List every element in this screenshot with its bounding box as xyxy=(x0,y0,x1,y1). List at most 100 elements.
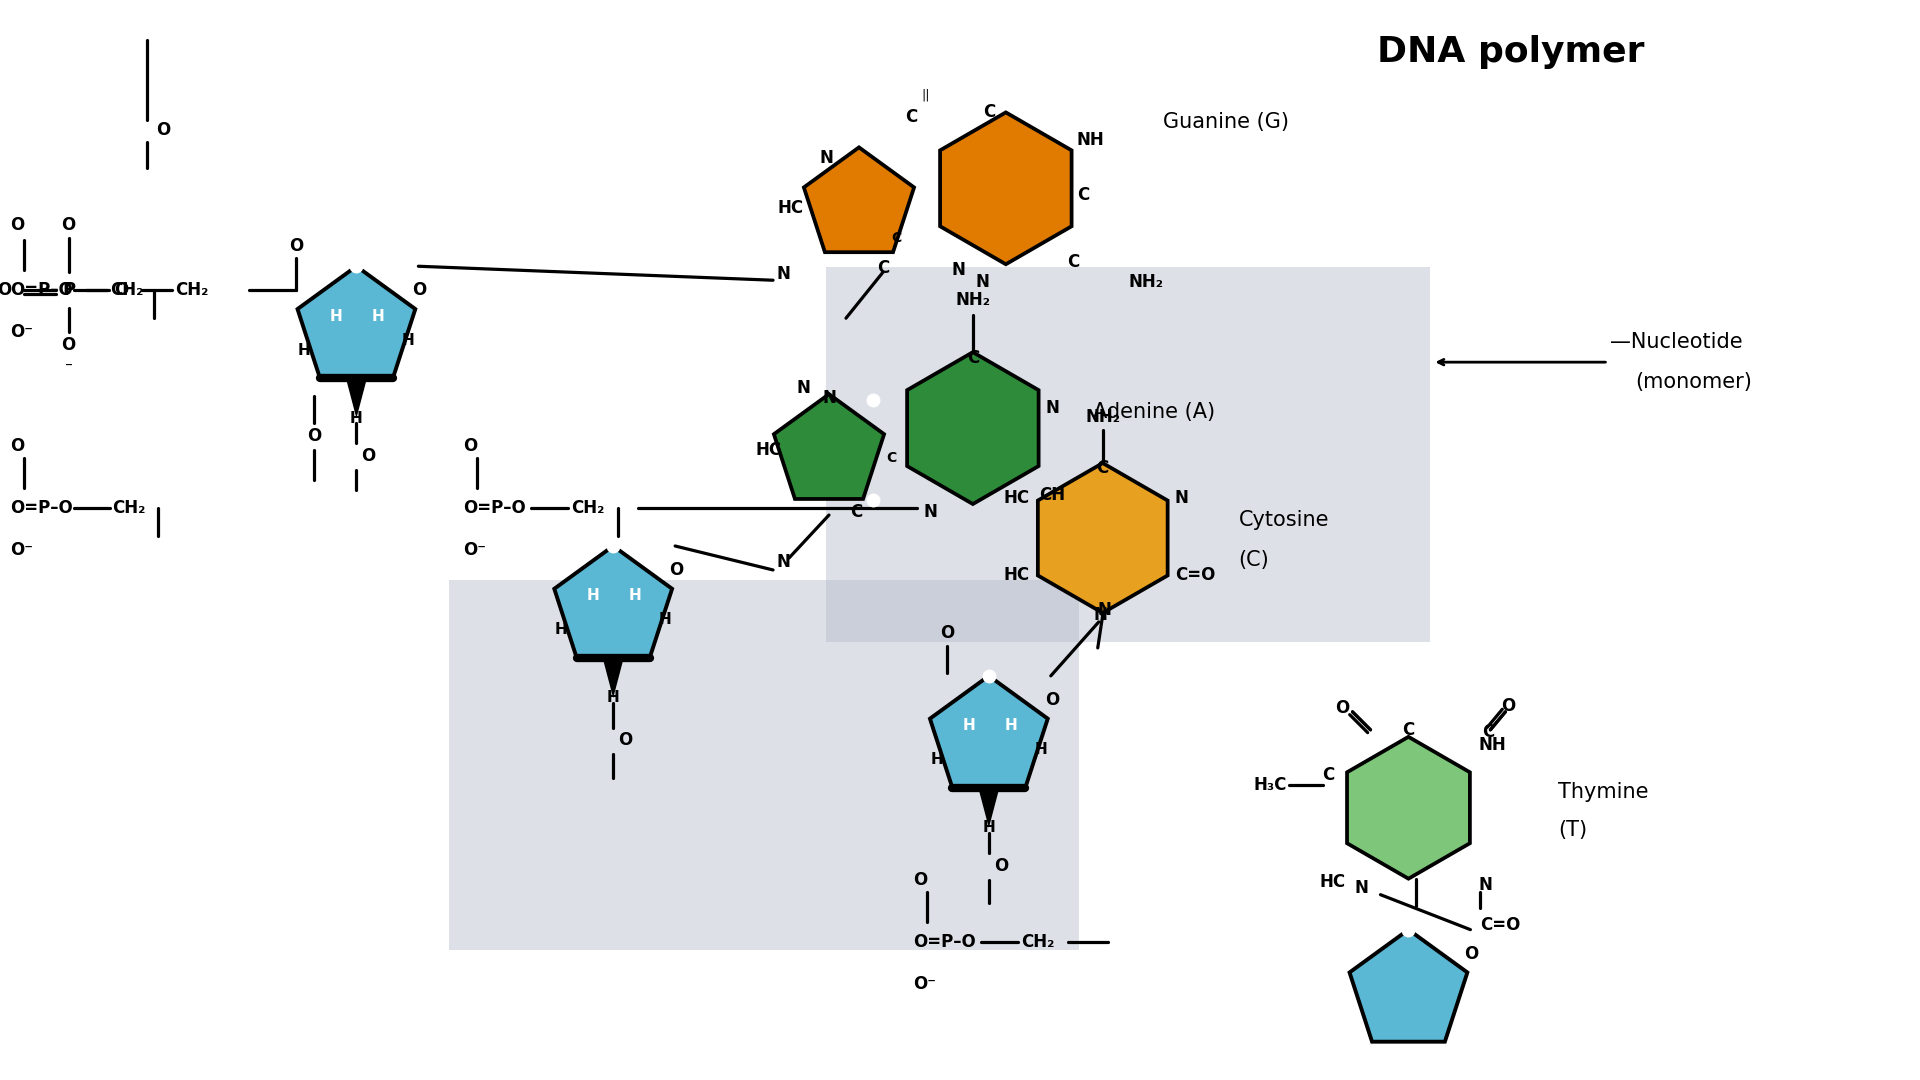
Text: —Nucleotide: —Nucleotide xyxy=(1611,333,1743,352)
Text: ||: || xyxy=(922,89,929,102)
Text: O⁻: O⁻ xyxy=(912,974,935,993)
Text: H: H xyxy=(298,342,311,357)
Text: H: H xyxy=(1035,742,1046,757)
Text: C=O: C=O xyxy=(1480,916,1521,933)
Polygon shape xyxy=(804,147,914,253)
Text: HC: HC xyxy=(1319,873,1346,891)
Text: O: O xyxy=(290,238,303,255)
Text: N: N xyxy=(776,553,789,571)
Text: (monomer): (monomer) xyxy=(1636,373,1753,392)
Text: O: O xyxy=(995,856,1008,875)
Text: NH: NH xyxy=(1077,132,1104,149)
Text: N: N xyxy=(1098,600,1112,619)
Text: CH₂: CH₂ xyxy=(109,281,142,299)
Text: P: P xyxy=(61,281,75,299)
Text: N: N xyxy=(822,389,835,407)
Text: O: O xyxy=(10,437,23,455)
FancyBboxPatch shape xyxy=(826,267,1430,642)
Text: O: O xyxy=(1044,691,1060,708)
Text: H: H xyxy=(1004,718,1018,733)
Polygon shape xyxy=(603,660,624,698)
Text: H: H xyxy=(659,612,672,627)
Text: H: H xyxy=(931,753,943,767)
Text: NH: NH xyxy=(1478,735,1505,754)
Text: H: H xyxy=(588,589,599,604)
Text: O: O xyxy=(10,216,23,234)
Text: Thymine: Thymine xyxy=(1559,782,1649,801)
Text: O=P–O: O=P–O xyxy=(10,281,73,299)
Text: O⁻: O⁻ xyxy=(10,323,33,341)
Text: N: N xyxy=(1175,489,1188,507)
Text: Adenine (A): Adenine (A) xyxy=(1092,402,1215,422)
Polygon shape xyxy=(1348,737,1471,879)
Text: N: N xyxy=(1356,879,1369,896)
Text: O: O xyxy=(1501,697,1515,715)
Text: N: N xyxy=(975,273,991,292)
Text: Guanine (G): Guanine (G) xyxy=(1164,112,1288,133)
Text: CH: CH xyxy=(1039,486,1066,504)
Text: N: N xyxy=(924,503,937,521)
Text: O: O xyxy=(413,281,426,299)
Text: H: H xyxy=(607,690,620,705)
Text: CH₂: CH₂ xyxy=(111,499,146,517)
Text: O: O xyxy=(1336,699,1350,717)
Text: C: C xyxy=(983,104,995,121)
Text: CH₂: CH₂ xyxy=(175,281,209,299)
Polygon shape xyxy=(979,789,998,828)
Text: O: O xyxy=(0,281,12,299)
Polygon shape xyxy=(906,352,1039,504)
Polygon shape xyxy=(774,394,883,499)
Text: HC: HC xyxy=(1004,566,1029,584)
Text: N: N xyxy=(776,266,789,283)
Text: Cytosine: Cytosine xyxy=(1238,510,1329,530)
Text: (C): (C) xyxy=(1238,550,1269,570)
Text: N: N xyxy=(797,379,810,397)
Text: O⁻: O⁻ xyxy=(463,541,486,559)
Text: H₃C: H₃C xyxy=(1254,775,1286,794)
Text: CH₂: CH₂ xyxy=(1021,933,1054,950)
Polygon shape xyxy=(929,676,1048,788)
Text: HC: HC xyxy=(778,200,804,217)
Text: C: C xyxy=(877,259,889,278)
Text: C: C xyxy=(891,231,900,245)
Polygon shape xyxy=(346,380,367,418)
Text: N: N xyxy=(1478,876,1492,893)
Text: C: C xyxy=(885,451,897,465)
Polygon shape xyxy=(941,112,1071,265)
Text: NH₂: NH₂ xyxy=(956,292,991,309)
Text: H: H xyxy=(372,309,384,324)
Text: O: O xyxy=(61,336,75,354)
Text: N: N xyxy=(820,149,833,167)
Text: O: O xyxy=(463,437,478,455)
Text: (T): (T) xyxy=(1559,820,1588,840)
Text: H: H xyxy=(555,622,568,637)
Text: C: C xyxy=(904,108,918,126)
Polygon shape xyxy=(555,546,672,658)
FancyBboxPatch shape xyxy=(449,580,1079,949)
Text: C: C xyxy=(1096,459,1110,477)
Text: O=P–O: O=P–O xyxy=(10,499,73,517)
Text: O=P–O: O=P–O xyxy=(912,933,975,950)
Text: ⁻: ⁻ xyxy=(65,361,73,376)
Text: C: C xyxy=(1323,766,1334,784)
Text: N: N xyxy=(952,261,966,280)
Text: O: O xyxy=(307,427,321,445)
Text: C: C xyxy=(1077,187,1089,204)
Text: O: O xyxy=(157,121,171,139)
Text: C=O: C=O xyxy=(1175,566,1215,584)
Text: DNA polymer: DNA polymer xyxy=(1377,36,1644,69)
Polygon shape xyxy=(1350,930,1467,1042)
Text: H: H xyxy=(628,589,641,604)
Text: CH₂: CH₂ xyxy=(572,499,605,517)
Text: C: C xyxy=(1402,720,1415,739)
Text: HC: HC xyxy=(1004,489,1029,507)
Text: C: C xyxy=(1482,723,1494,741)
Text: O: O xyxy=(939,624,954,642)
Text: H: H xyxy=(330,309,344,324)
Text: C: C xyxy=(851,503,862,521)
Text: O: O xyxy=(618,731,632,748)
Text: O: O xyxy=(668,561,684,579)
Text: O: O xyxy=(115,281,129,299)
Text: C: C xyxy=(968,349,979,367)
Text: H: H xyxy=(962,718,975,733)
